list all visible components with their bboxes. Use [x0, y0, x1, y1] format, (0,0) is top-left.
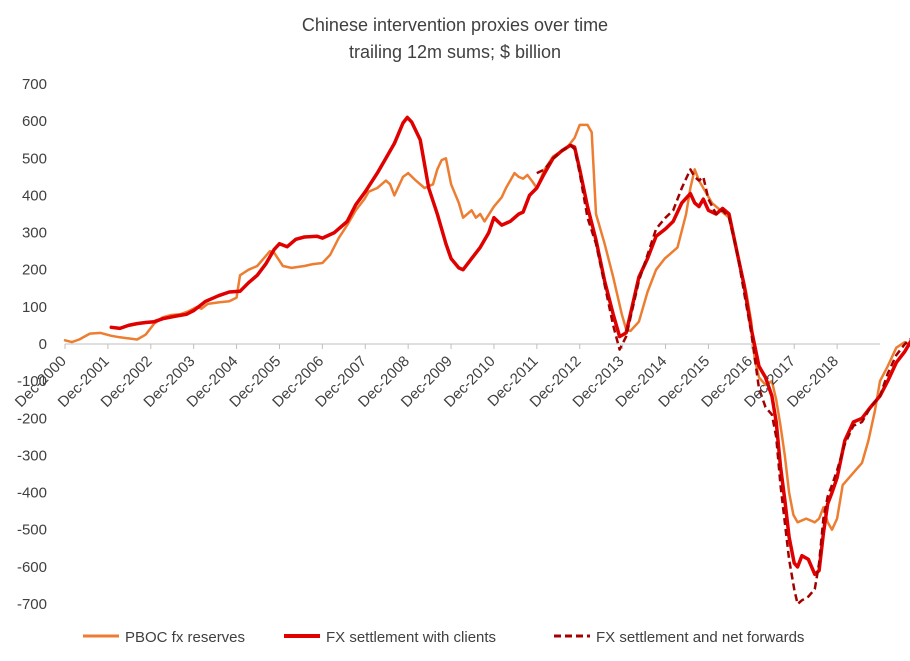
y-tick-label: -500 — [17, 522, 47, 539]
y-tick-label: -700 — [17, 596, 47, 613]
series-lines — [63, 115, 910, 606]
y-tick-label: -200 — [17, 410, 47, 427]
y-tick-label: 200 — [22, 262, 47, 279]
y-tick-label: -100 — [17, 373, 47, 390]
legend-label-3: FX settlement and net forwards — [596, 629, 804, 646]
chart-subtitle: trailing 12m sums; $ billion — [349, 42, 561, 62]
y-tick-label: 700 — [22, 76, 47, 93]
y-tick-label: -600 — [17, 559, 47, 576]
chart-title: Chinese intervention proxies over time — [302, 15, 608, 35]
y-tick-label: 300 — [22, 225, 47, 242]
series-line-2 — [109, 115, 910, 577]
legend-label-1: PBOC fx reserves — [125, 629, 245, 646]
y-tick-label: 500 — [22, 150, 47, 167]
y-tick-label: -400 — [17, 485, 47, 502]
series-line-1 — [63, 123, 910, 531]
y-tick-label: -300 — [17, 447, 47, 464]
x-axis: Dec-2000Dec-2001Dec-2002Dec-2003Dec-2004… — [12, 344, 842, 411]
legend-label-2: FX settlement with clients — [326, 629, 496, 646]
y-tick-label: 0 — [39, 336, 47, 353]
series-line-3 — [536, 144, 910, 606]
y-axis: 700 600 500 400 300 200 100 0 -100 -200 -300 -400 -5… — [17, 76, 47, 613]
y-tick-label: 600 — [22, 113, 47, 130]
legend: PBOC fx reserves FX settlement with clien… — [83, 629, 804, 646]
y-tick-label: 400 — [22, 187, 47, 204]
y-tick-label: 100 — [22, 299, 47, 316]
